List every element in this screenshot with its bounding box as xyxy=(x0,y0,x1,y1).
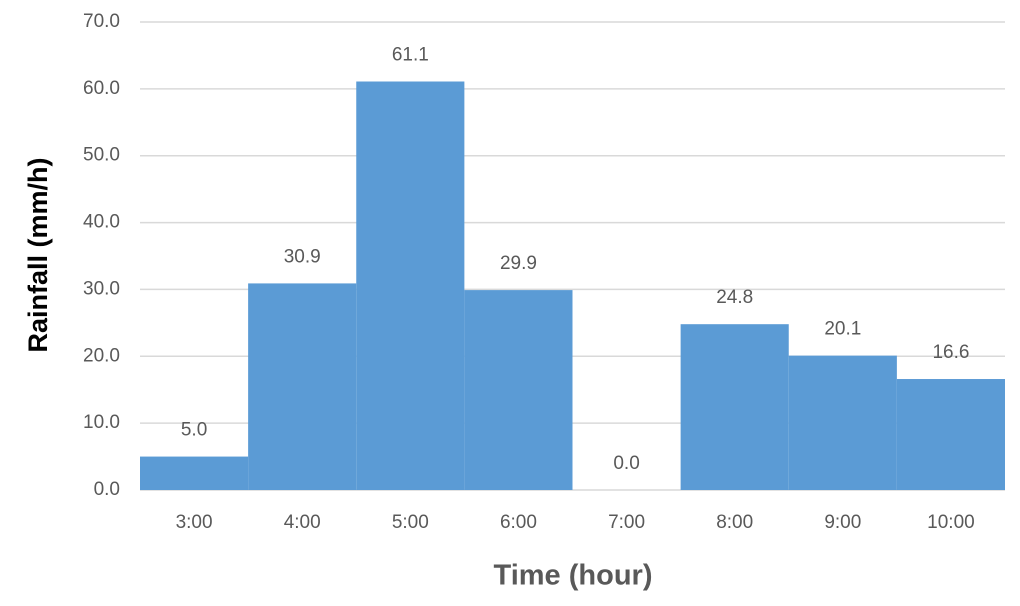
bar xyxy=(680,324,789,490)
bar xyxy=(140,456,249,490)
bar xyxy=(896,379,1005,490)
x-tick-label: 7:00 xyxy=(608,512,645,533)
y-tick-label: 40.0 xyxy=(83,212,120,233)
x-tick-label: 10:00 xyxy=(927,512,975,533)
value-label: 5.0 xyxy=(181,420,207,441)
y-tick-label: 70.0 xyxy=(83,11,120,32)
x-tick-label: 8:00 xyxy=(716,512,753,533)
value-label: 61.1 xyxy=(392,45,429,66)
bar xyxy=(464,290,573,490)
y-axis-title: Rainfall (mm/h) xyxy=(23,157,53,352)
y-tick-label: 30.0 xyxy=(83,278,120,299)
value-label: 30.9 xyxy=(284,246,321,267)
bar xyxy=(248,283,357,490)
bar xyxy=(356,81,465,490)
y-tick-label: 20.0 xyxy=(83,345,120,366)
x-tick-label: 5:00 xyxy=(392,512,429,533)
x-tick-label: 6:00 xyxy=(500,512,537,533)
x-tick-label: 4:00 xyxy=(284,512,321,533)
value-label: 20.1 xyxy=(824,319,861,340)
value-label: 0.0 xyxy=(613,453,639,474)
x-axis-title: Time (hour) xyxy=(494,560,653,592)
value-label: 24.8 xyxy=(716,287,753,308)
y-tick-label: 0.0 xyxy=(94,479,120,500)
bar xyxy=(788,355,897,490)
x-tick-label: 9:00 xyxy=(824,512,861,533)
y-tick-label: 10.0 xyxy=(83,412,120,433)
y-tick-label: 60.0 xyxy=(83,78,120,99)
y-tick-label: 50.0 xyxy=(83,145,120,166)
value-label: 29.9 xyxy=(500,253,537,274)
value-label: 16.6 xyxy=(932,342,969,363)
x-tick-label: 3:00 xyxy=(176,512,213,533)
